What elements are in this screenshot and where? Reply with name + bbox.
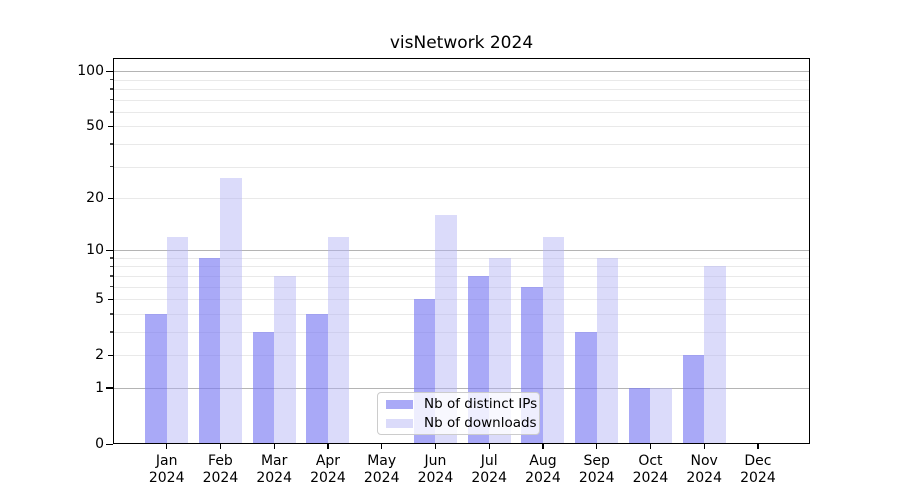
bar-downloads-oct — [650, 387, 672, 444]
y-tick-mark-minor — [110, 99, 113, 101]
x-tick-label-jan: Jan 2024 — [148, 453, 185, 486]
legend-swatch-distinct-ips — [386, 399, 413, 409]
x-tick-label-mar: Mar 2024 — [256, 453, 292, 486]
y-tick-mark-minor — [110, 88, 113, 90]
gridline-minor — [113, 286, 810, 288]
y-tick-label-50: 50 — [86, 118, 104, 135]
bar-downloads-nov — [704, 266, 726, 444]
x-tick-mark — [381, 444, 383, 449]
gridline-minor — [113, 299, 810, 301]
y-tick-mark — [106, 443, 113, 445]
y-tick-mark-minor — [110, 111, 113, 113]
bar-downloads-jan — [166, 236, 189, 444]
x-tick-mark — [327, 444, 329, 449]
y-tick-mark — [108, 354, 113, 356]
y-tick-mark-minor — [110, 265, 113, 268]
y-tick-mark — [108, 197, 113, 199]
x-tick-mark — [166, 444, 168, 449]
x-tick-label-jul: Jul 2024 — [471, 453, 507, 486]
y-tick-mark-minor — [110, 166, 113, 168]
bar-distinct-ips-mar — [252, 331, 275, 444]
bar-distinct-ips-oct — [628, 387, 651, 444]
y-tick-mark-minor — [110, 275, 113, 277]
y-tick-label-1: 1 — [95, 379, 104, 396]
bar-distinct-ips-sep — [575, 331, 597, 444]
bar-distinct-ips-feb — [198, 257, 221, 444]
x-tick-label-sep: Sep 2024 — [578, 453, 615, 486]
bar-downloads-aug — [542, 236, 565, 444]
y-tick-label-10: 10 — [86, 242, 104, 259]
x-tick-label-oct: Oct 2024 — [632, 453, 669, 486]
gridline-minor — [113, 111, 810, 113]
gridline-minor — [113, 275, 810, 277]
gridline-minor — [113, 79, 810, 81]
legend-label-distinct-ips: Nb of distinct IPs — [424, 396, 538, 412]
x-tick-label-may: May 2024 — [363, 453, 400, 486]
gridline-minor — [113, 331, 810, 333]
x-tick-label-jun: Jun 2024 — [417, 453, 454, 486]
bar-distinct-ips-apr — [306, 313, 328, 444]
gridline-minor — [113, 99, 810, 101]
legend: Nb of distinct IPs Nb of downloads — [377, 392, 540, 435]
legend-swatch-downloads — [386, 418, 413, 428]
x-tick-mark — [219, 444, 222, 449]
y-tick-mark — [106, 70, 113, 72]
y-tick-label-100: 100 — [77, 63, 104, 80]
x-tick-label-aug: Aug 2024 — [525, 453, 561, 486]
gridline-minor — [113, 166, 810, 168]
x-tick-mark — [703, 444, 705, 449]
x-tick-label-dec: Dec 2024 — [740, 453, 776, 486]
x-tick-label-feb: Feb 2024 — [202, 453, 239, 486]
x-tick-mark — [488, 444, 490, 449]
bar-downloads-feb — [220, 177, 242, 444]
y-tick-label-5: 5 — [95, 291, 104, 308]
y-tick-mark-minor — [110, 257, 113, 259]
legend-item-downloads: Nb of downloads — [378, 414, 539, 432]
gridline-major — [113, 71, 810, 73]
y-tick-label-2: 2 — [95, 347, 104, 364]
x-tick-label-apr: Apr 2024 — [310, 453, 346, 486]
gridline-minor — [113, 143, 810, 145]
gridline-minor — [113, 266, 810, 268]
gridline-major — [113, 250, 810, 252]
chart-title: visNetwork 2024 — [389, 33, 534, 53]
x-tick-mark — [434, 444, 437, 449]
x-tick-mark — [273, 444, 275, 449]
y-tick-mark-minor — [110, 286, 113, 288]
legend-item-distinct-ips: Nb of distinct IPs — [378, 395, 539, 413]
bar-downloads-sep — [596, 257, 619, 444]
gridline-minor — [113, 355, 810, 357]
gridline-minor — [113, 88, 810, 90]
x-tick-mark — [596, 444, 598, 449]
gridline-minor — [113, 126, 810, 128]
bar-downloads-mar — [274, 275, 296, 444]
gridline-minor — [113, 313, 810, 315]
y-tick-mark — [106, 387, 113, 389]
x-tick-mark — [757, 444, 759, 449]
bar-downloads-jun — [435, 215, 457, 444]
y-tick-mark — [106, 249, 113, 251]
y-tick-mark-minor — [110, 143, 113, 145]
legend-label-downloads: Nb of downloads — [424, 415, 537, 431]
y-tick-mark — [108, 298, 113, 300]
bar-distinct-ips-jan — [145, 313, 167, 444]
x-tick-label-nov: Nov 2024 — [686, 453, 722, 486]
y-tick-mark-minor — [110, 313, 113, 315]
x-tick-mark — [649, 444, 652, 449]
bar-distinct-ips-nov — [682, 355, 705, 444]
plot-area — [113, 58, 810, 444]
x-tick-mark — [542, 444, 544, 449]
bar-downloads-apr — [327, 236, 350, 444]
y-tick-label-0: 0 — [95, 436, 104, 452]
y-tick-mark — [108, 125, 113, 127]
gridline-major — [113, 387, 810, 389]
gridline-minor — [113, 198, 810, 199]
gridline-minor — [113, 257, 810, 259]
y-tick-mark-minor — [110, 79, 113, 81]
y-tick-label-20: 20 — [86, 190, 104, 206]
y-tick-mark-minor — [110, 331, 113, 333]
